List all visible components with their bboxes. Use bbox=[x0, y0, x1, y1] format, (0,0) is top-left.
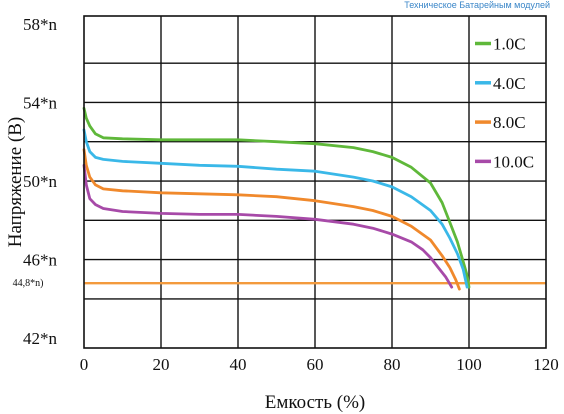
x-tick-labels: 0 20 40 60 80 100 120 bbox=[80, 355, 559, 374]
y-tick-labels: 42*n 44,8*n) 46*n 50*n 54*n 58*n bbox=[13, 15, 58, 348]
x-tick-label: 80 bbox=[384, 355, 401, 374]
legend-label: 8.0C bbox=[493, 113, 526, 132]
series-line-4.0C bbox=[82, 128, 469, 289]
y-tick-label: 42*n bbox=[23, 329, 58, 348]
series-lines bbox=[82, 106, 546, 291]
x-tick-label: 20 bbox=[153, 355, 170, 374]
legend-label: 4.0C bbox=[493, 74, 526, 93]
header-banner: Техническое Батарейным модулей bbox=[404, 0, 550, 10]
x-tick-label: 120 bbox=[533, 355, 559, 374]
x-axis-title: Емкость (%) bbox=[265, 392, 366, 413]
y-tick-label: 50*n bbox=[23, 172, 58, 191]
legend-label: 1.0C bbox=[493, 35, 526, 54]
plot-frame bbox=[83, 15, 547, 349]
x-tick-label: 0 bbox=[80, 355, 89, 374]
x-tick-label: 60 bbox=[307, 355, 324, 374]
y-tick-label: 54*n bbox=[23, 93, 58, 112]
y-tick-label: 44,8*n) bbox=[13, 278, 44, 289]
series-line-8.0C bbox=[82, 148, 461, 291]
x-tick-label: 40 bbox=[230, 355, 247, 374]
y-tick-label: 46*n bbox=[23, 251, 58, 270]
series-line-10.0C bbox=[82, 163, 454, 289]
x-tick-label: 100 bbox=[456, 355, 482, 374]
legend-label: 10.0C bbox=[493, 152, 534, 171]
y-tick-label: 58*n bbox=[23, 15, 58, 34]
y-axis-title: Напряжение (В) bbox=[5, 117, 26, 247]
legend: 1.0C 4.0C 8.0C 10.0C bbox=[475, 35, 534, 171]
grid bbox=[84, 16, 546, 348]
series-line-1.0C bbox=[82, 106, 471, 289]
